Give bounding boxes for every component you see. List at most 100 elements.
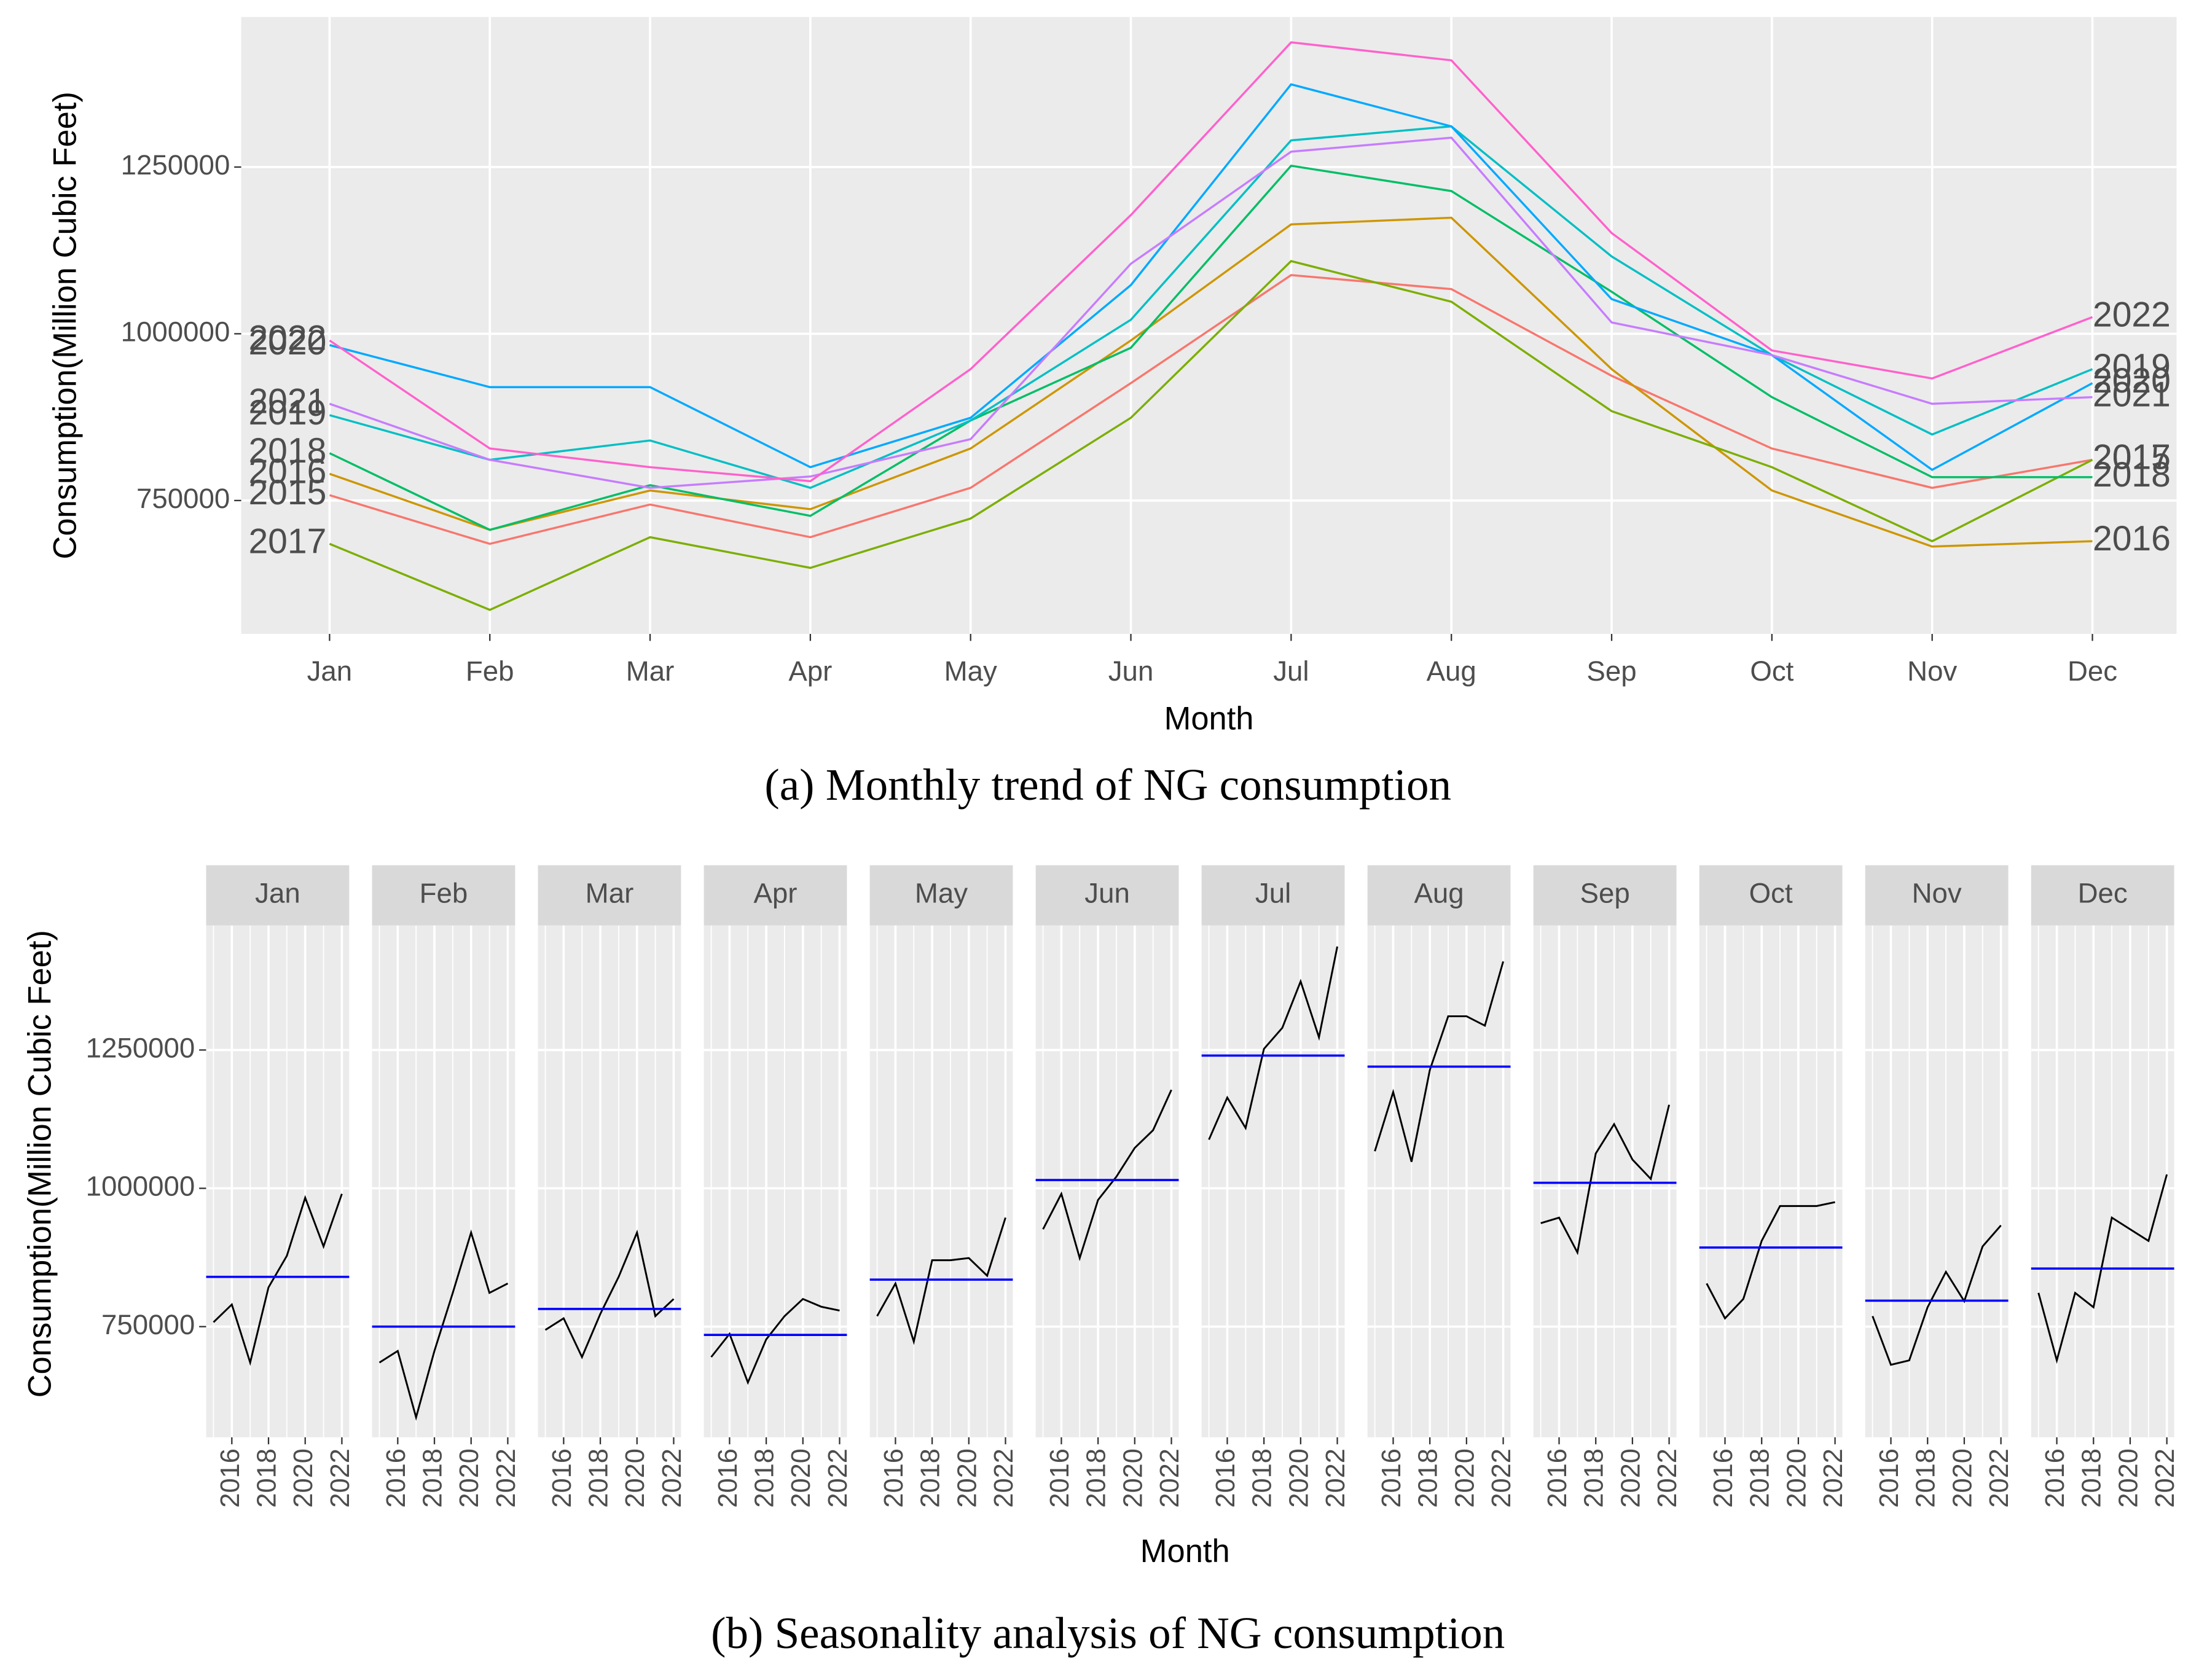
x-tick-label: 2020 [786,1448,816,1507]
x-tick-label: 2018 [1248,1448,1277,1507]
series-label: 2018 [248,431,326,471]
caption-a: (a) Monthly trend of NG consumption [764,760,1451,810]
x-tick-label: 2020 [1118,1448,1148,1507]
facet-label: Jan [255,878,300,909]
subseries-line [1540,1104,1671,1256]
x-tick-label: 2018 [1414,1448,1443,1507]
facet-label: Jul [1255,878,1291,909]
x-tick-label: 2020 [455,1448,484,1507]
y-axis-title: Consumption(Million Cubic Feet) [47,92,83,559]
series-label: 2017 [248,522,326,561]
x-axis-title: Month [1140,1533,1230,1569]
facet-label: Mar [586,878,634,909]
series-label: 2018 [2093,455,2171,494]
plot-background [241,17,2177,634]
facet-label: May [915,878,968,909]
x-tick-label: 2020 [1948,1448,1977,1507]
plot-background [869,925,1013,1437]
series-line [329,260,2093,611]
x-tick-label: 2022 [823,1448,853,1507]
x-tick-label: 2020 [289,1448,318,1507]
x-tick-label: 2018 [1580,1448,1609,1507]
x-tick-label: 2022 [1487,1448,1516,1507]
series-line [329,83,2093,471]
strip [1201,865,1345,926]
plot-background [1201,925,1345,1437]
x-tick-label: 2016 [216,1448,245,1507]
subseries-line [2037,1174,2168,1364]
x-tick-label: 2020 [1616,1448,1645,1507]
plot-background [1367,925,1511,1437]
x-tick-label: 2016 [547,1448,577,1507]
subseries-line [1706,1201,1835,1320]
plot-background [1533,925,1677,1437]
x-tick-label: 2020 [1782,1448,1811,1507]
x-tick-label: 2018 [584,1448,614,1507]
facet-label: Jun [1084,878,1130,909]
y-tick-label: 1000000 [121,316,230,347]
x-tick-label: 2020 [621,1448,650,1507]
x-tick-label: May [944,655,997,687]
x-tick-label: 2018 [1082,1448,1111,1507]
series-label: 2020 [248,323,326,362]
plot-background [1699,925,1843,1437]
x-tick-label: 2016 [713,1448,743,1507]
plot-background [206,925,350,1437]
x-tick-label: Mar [626,655,675,687]
facet-label: Apr [753,878,797,909]
subseries-line [1208,946,1338,1140]
series-label: 2021 [2093,375,2171,415]
series-label: 2015 [248,473,326,512]
x-tick-label: 2016 [879,1448,909,1507]
x-tick-label: Jan [307,655,353,687]
subseries-line [710,1297,840,1385]
strip [1035,865,1179,926]
x-tick-label: 2020 [1450,1448,1480,1507]
subseries-line [1374,961,1504,1162]
x-tick-label: 2022 [1321,1448,1350,1507]
x-tick-label: 2016 [1377,1448,1406,1507]
x-tick-label: 2016 [1543,1448,1572,1507]
strip [2031,865,2174,926]
y-tick-label: 1250000 [121,149,230,181]
series-line [329,125,2093,490]
y-tick-label: 750000 [101,1309,195,1340]
series-label: 2021 [248,381,326,421]
x-tick-label: 2018 [2077,1448,2107,1507]
x-tick-label: 2018 [418,1448,447,1507]
x-tick-label: 2016 [2040,1448,2070,1507]
subseries-line [378,1229,509,1421]
plot-background [2031,925,2174,1437]
strip [372,865,515,926]
x-tick-label: 2018 [750,1448,780,1507]
x-tick-label: 2020 [2114,1448,2143,1507]
strip [206,865,350,926]
x-tick-label: Jun [1108,655,1154,687]
series-line [329,136,2093,489]
x-tick-label: 2016 [382,1448,411,1507]
series-line [329,164,2093,531]
x-tick-label: 2022 [1985,1448,2014,1507]
x-tick-label: 2022 [1155,1448,1185,1507]
strip [538,865,681,926]
x-tick-label: 2020 [1284,1448,1314,1507]
caption-b: (b) Seasonality analysis of NG consumpti… [711,1608,1505,1658]
series-label: 2019 [2093,347,2171,386]
facet-label: Aug [1414,878,1464,909]
series-label: 2020 [2093,361,2171,400]
facet-label: Nov [1912,878,1962,909]
x-tick-label: 2018 [1746,1448,1775,1507]
x-tick-label: 2018 [916,1448,946,1507]
x-tick-label: 2020 [952,1448,982,1507]
x-tick-label: 2022 [1819,1448,1848,1507]
strip [1367,865,1511,926]
subseries-line [1042,1089,1172,1262]
series-label: 2015 [2093,438,2171,477]
x-tick-label: 2016 [1875,1448,1904,1507]
x-tick-label: 2022 [657,1448,687,1507]
plot-background [1035,925,1179,1437]
y-tick-label: 1250000 [86,1032,195,1063]
x-tick-label: 2022 [492,1448,521,1507]
x-tick-label: Oct [1750,655,1793,687]
